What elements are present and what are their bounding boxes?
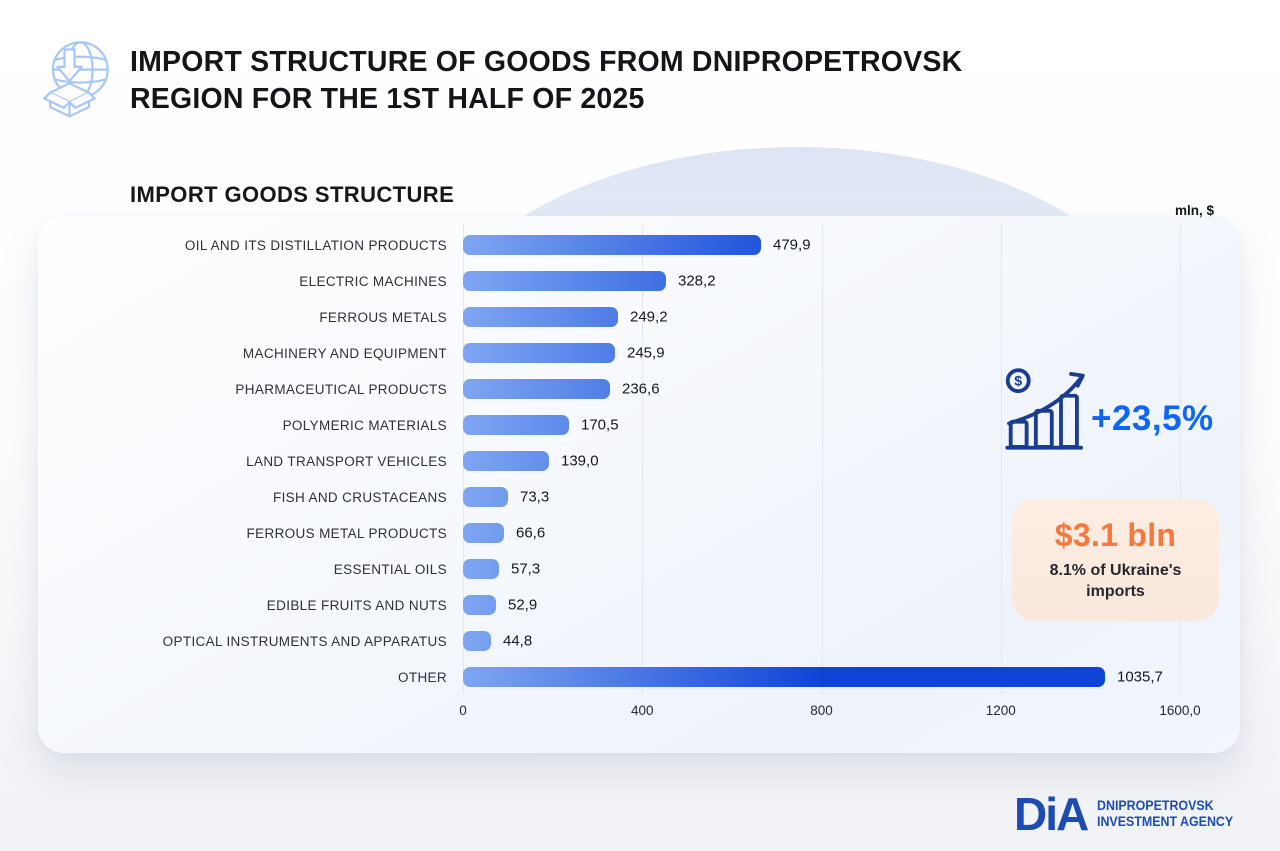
chart-row: ELECTRIC MACHINES 328,2: [38, 263, 1240, 299]
bar: [463, 559, 499, 579]
x-tick-label: 1200: [985, 703, 1016, 718]
chart-title: IMPORT GOODS STRUCTURE: [130, 182, 455, 207]
chart-card: mln, $ OIL AND ITS DISTILLATION PRODUCTS…: [38, 203, 1240, 753]
chart-row: OPTICAL INSTRUMENTS AND APPARATUS 44,8: [38, 623, 1240, 659]
category-label: OIL AND ITS DISTILLATION PRODUCTS: [184, 237, 447, 253]
chart-rows: OIL AND ITS DISTILLATION PRODUCTS 479,9 EL…: [38, 227, 1240, 695]
row-plot: 1035,7: [463, 667, 1240, 687]
row-plot: 249,2: [463, 307, 1240, 327]
bar: [463, 379, 610, 399]
total-amount: $3.1 bln: [1054, 517, 1177, 554]
row-plot: 73,3: [463, 487, 1240, 507]
agency-name-line1: DNIPROPETROVSK: [1097, 797, 1214, 813]
agency-logo: DiA DNIPROPETROVSK INVESTMENT AGENCY: [1014, 791, 1245, 837]
bar-value-label: 170,5: [581, 416, 619, 434]
bar-value-label: 328,2: [678, 272, 716, 290]
bar-value-label: 57,3: [511, 560, 541, 578]
chart-row: LAND TRANSPORT VEHICLES 139,0: [38, 443, 1240, 479]
category-label: MACHINERY AND EQUIPMENT: [242, 345, 447, 361]
x-tick-label: 0: [459, 703, 467, 718]
row-plot: 66,6: [463, 523, 1240, 543]
row-plot: 245,9: [463, 343, 1240, 363]
bar: [463, 307, 618, 327]
category-label: OTHER: [398, 669, 447, 685]
row-plot: 57,3: [463, 559, 1240, 579]
page-title-line1: IMPORT STRUCTURE OF GOODS FROM DNIPROPET…: [130, 46, 963, 78]
gridline: [642, 224, 644, 694]
bar: [463, 487, 508, 507]
chart-row: EDIBLE FRUITS AND NUTS 52,9: [38, 587, 1240, 623]
bar-value-label: 44,8: [503, 632, 533, 650]
row-plot: 479,9: [463, 235, 1240, 255]
bar-value-label: 52,9: [508, 596, 538, 614]
svg-text:$: $: [1014, 374, 1022, 390]
x-tick-label: 1600,0: [1159, 703, 1201, 718]
bar-value-label: 236,6: [622, 380, 660, 398]
bar-value-label: 245,9: [627, 344, 665, 362]
bar: [463, 631, 491, 651]
chart-row: OIL AND ITS DISTILLATION PRODUCTS 479,9: [38, 227, 1240, 263]
bar: [463, 271, 666, 291]
growth-percentage: +23,5%: [1091, 399, 1214, 438]
page-title-line2: REGION FOR THE 1ST HALF OF 2025: [130, 83, 645, 115]
chart-row: POLYMERIC MATERIALS 170,5: [38, 407, 1240, 443]
category-label: POLYMERIC MATERIALS: [282, 417, 447, 433]
bar: [463, 451, 549, 471]
row-plot: 44,8: [463, 631, 1240, 651]
category-label: FISH AND CRUSTACEANS: [272, 489, 447, 505]
total-caption: 8.1% of Ukraine's imports: [1049, 562, 1182, 600]
bar: [463, 235, 761, 255]
category-label: ELECTRIC MACHINES: [299, 273, 447, 289]
row-plot: 139,0: [463, 451, 1240, 471]
chart-row: ESSENTIAL OILS 57,3: [38, 551, 1240, 587]
bar: [463, 667, 1105, 687]
bar-value-label: 1035,7: [1117, 668, 1163, 686]
x-ticks: 0 400 800 1200 1600,0: [459, 703, 1200, 723]
chart-row: MACHINERY AND EQUIPMENT 245,9: [38, 335, 1240, 371]
row-plot: 52,9: [463, 595, 1240, 615]
bar-value-label: 479,9: [773, 236, 811, 254]
bar-value-label: 249,2: [630, 308, 668, 326]
row-plot: 170,5: [463, 415, 1240, 435]
total-imports-card: $3.1 bln 8.1% of Ukraine's imports: [1012, 499, 1219, 621]
dia-logo-text: DiA: [1014, 788, 1089, 840]
agency-name: DNIPROPETROVSK INVESTMENT AGENCY: [1097, 798, 1233, 830]
bar-value-label: 66,6: [516, 524, 546, 542]
chart-row: PHARMACEUTICAL PRODUCTS 236,6: [38, 371, 1240, 407]
bar-value-label: 139,0: [561, 452, 599, 470]
bar: [463, 523, 504, 543]
axis-unit-label: mln, $: [1174, 203, 1214, 218]
gridline: [1180, 224, 1181, 694]
chart-row: OTHER 1035,7: [38, 659, 1240, 695]
globe-import-icon: [43, 41, 109, 118]
chart-row: FERROUS METAL PRODUCTS 66,6: [38, 515, 1240, 551]
dollar-growth-chart-icon: $: [1005, 368, 1085, 450]
gridline: [821, 224, 823, 694]
category-label: FERROUS METAL PRODUCTS: [246, 525, 447, 541]
category-label: OPTICAL INSTRUMENTS AND APPARATUS: [162, 633, 447, 649]
bar: [463, 343, 615, 363]
category-label: PHARMACEUTICAL PRODUCTS: [235, 381, 447, 397]
category-label: LAND TRANSPORT VEHICLES: [246, 453, 447, 469]
chart-row: FERROUS METALS 249,2: [38, 299, 1240, 335]
category-label: ESSENTIAL OILS: [333, 561, 447, 577]
agency-name-line2: INVESTMENT AGENCY: [1097, 814, 1234, 829]
row-plot: 328,2: [463, 271, 1240, 291]
category-label: FERROUS METALS: [319, 309, 447, 325]
category-label: EDIBLE FRUITS AND NUTS: [266, 597, 447, 613]
bar: [463, 415, 569, 435]
gridline: [1000, 224, 1002, 694]
x-tick-label: 800: [810, 703, 833, 718]
x-tick-label: 400: [630, 703, 654, 718]
bar-value-label: 73,3: [520, 488, 550, 506]
page-title: IMPORT STRUCTURE OF GOODS FROM DNIPROPET…: [130, 44, 962, 118]
bar: [463, 595, 496, 615]
chart-row: FISH AND CRUSTACEANS 73,3: [38, 479, 1240, 515]
row-plot: 236,6: [463, 379, 1240, 399]
